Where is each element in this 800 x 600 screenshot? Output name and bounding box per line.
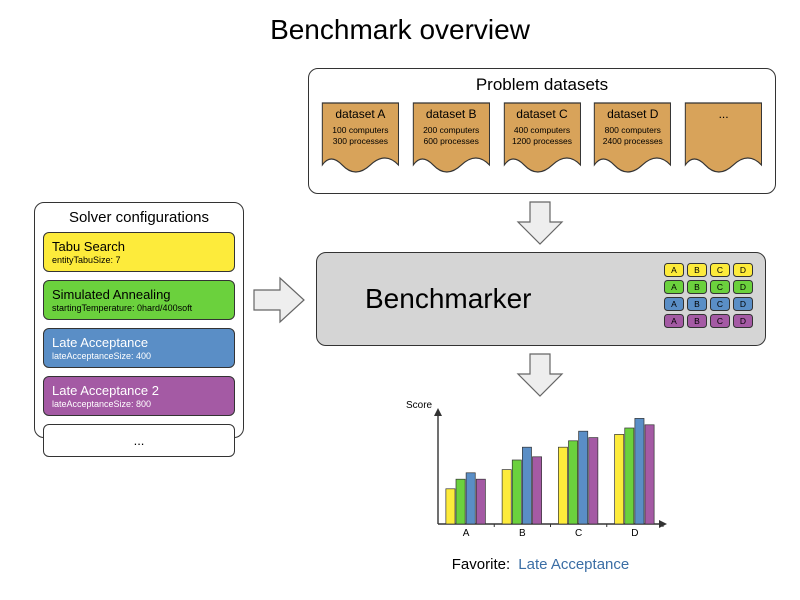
arrow-down-icon [512, 198, 568, 250]
problem-datasets-panel: Problem datasets dataset A 100 computers3… [308, 68, 776, 194]
benchmarker-title: Benchmarker [365, 283, 532, 315]
solver-subtitle: entityTabuSize: 7 [52, 255, 226, 265]
dataset-card: dataset A 100 computers300 processes [319, 101, 402, 181]
solver-name: Simulated Annealing [52, 287, 226, 302]
dataset-card: dataset B 200 computers600 processes [410, 101, 493, 181]
svg-text:A: A [463, 528, 470, 539]
dataset-card: dataset C 400 computers1200 processes [501, 101, 584, 181]
grid-cell: A [664, 297, 684, 311]
solver-name: Tabu Search [52, 239, 226, 254]
dataset-name: dataset C [501, 107, 584, 121]
dataset-details: 200 computers600 processes [410, 125, 493, 146]
dataset-details: 800 computers2400 processes [591, 125, 674, 146]
grid-cell: D [733, 263, 753, 277]
solver-card: Tabu Search entityTabuSize: 7 [43, 232, 235, 272]
chart-y-axis-label: Score [406, 400, 432, 411]
svg-text:B: B [519, 528, 526, 539]
solver-panel-title: Solver configurations [35, 209, 243, 226]
favorite-value: Late Acceptance [518, 556, 629, 573]
grid-cell: B [687, 297, 707, 311]
benchmarker-grid: ABCDABCDABCDABCD [664, 263, 753, 328]
dataset-card: dataset D 800 computers2400 processes [591, 101, 674, 181]
solver-card: Late Acceptance lateAcceptanceSize: 400 [43, 328, 235, 368]
dataset-details: 100 computers300 processes [319, 125, 402, 146]
grid-cell: A [664, 314, 684, 328]
dataset-row: dataset A100 computers300 processesdatas… [309, 101, 775, 191]
dataset-name: dataset B [410, 107, 493, 121]
solver-name: Late Acceptance 2 [52, 383, 226, 398]
solver-card: Simulated Annealing startingTemperature:… [43, 280, 235, 320]
dataset-name: dataset D [591, 107, 674, 121]
solver-card-ellipsis: ... [43, 424, 235, 457]
grid-cell: C [710, 314, 730, 328]
grid-cell: C [710, 297, 730, 311]
favorite-line: Favorite: Late Acceptance [408, 556, 673, 573]
datasets-panel-title: Problem datasets [309, 75, 775, 95]
dataset-name: dataset A [319, 107, 402, 121]
grid-cell: C [710, 263, 730, 277]
svg-text:C: C [575, 528, 582, 539]
favorite-label: Favorite: [452, 556, 510, 573]
page-title: Benchmark overview [0, 14, 800, 46]
grid-cell: C [710, 280, 730, 294]
grid-cell: D [733, 297, 753, 311]
solver-subtitle: startingTemperature: 0hard/400soft [52, 303, 226, 313]
solver-card: Late Acceptance 2 lateAcceptanceSize: 80… [43, 376, 235, 416]
grid-cell: D [733, 280, 753, 294]
dataset-details: 400 computers1200 processes [501, 125, 584, 146]
grid-cell: A [664, 263, 684, 277]
svg-text:D: D [631, 528, 638, 539]
grid-cell: B [687, 280, 707, 294]
benchmarker-box: Benchmarker ABCDABCDABCDABCD [316, 252, 766, 346]
grid-cell: B [687, 314, 707, 328]
dataset-card: ... [682, 101, 765, 181]
grid-cell: D [733, 314, 753, 328]
grid-cell: A [664, 280, 684, 294]
arrow-right-icon [250, 272, 308, 328]
solver-subtitle: lateAcceptanceSize: 800 [52, 399, 226, 409]
solver-configurations-panel: Solver configurations Tabu Search entity… [34, 202, 244, 438]
dataset-name: ... [682, 107, 765, 121]
solver-subtitle: lateAcceptanceSize: 400 [52, 351, 226, 361]
results-chart: ABCDScore [408, 404, 673, 544]
solver-name: Late Acceptance [52, 335, 226, 350]
solver-list: Tabu Search entityTabuSize: 7 Simulated … [35, 232, 243, 473]
arrow-down-icon [512, 350, 568, 402]
grid-cell: B [687, 263, 707, 277]
